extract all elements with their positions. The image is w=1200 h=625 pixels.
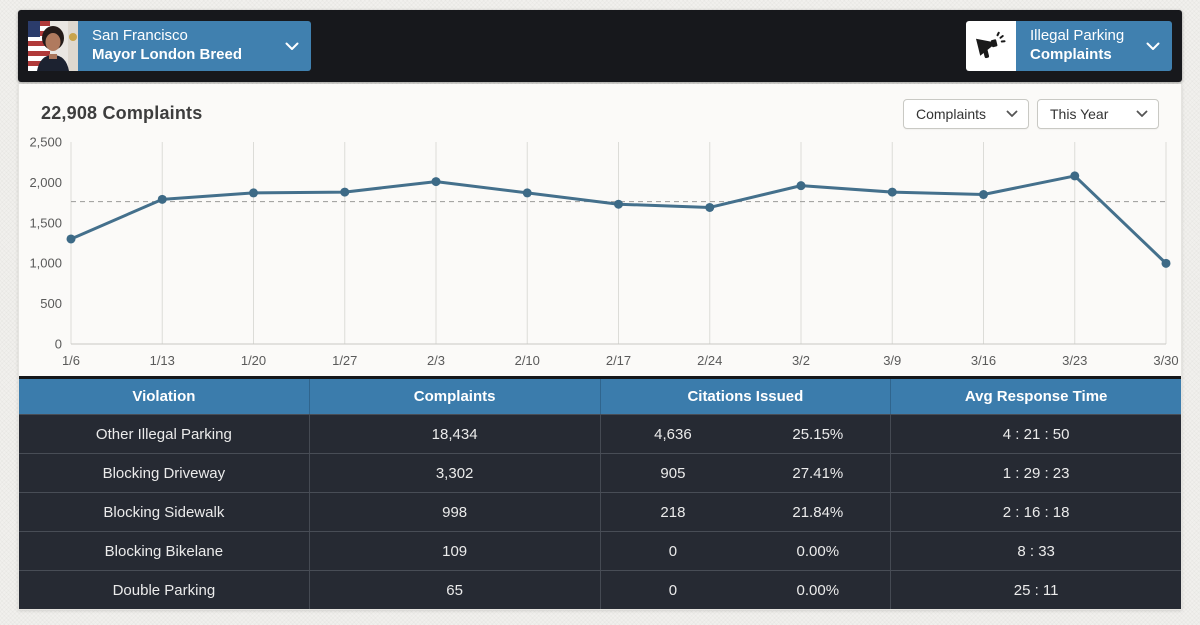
table-row[interactable]: Blocking Sidewalk 998 218 21.84% 2 : 16 … bbox=[19, 492, 1181, 531]
period-dropdown[interactable]: This Year bbox=[1037, 98, 1159, 129]
chart-point[interactable] bbox=[157, 194, 167, 204]
citations-rate: 0.00% bbox=[796, 542, 840, 560]
complaints-cell: 65 bbox=[308, 571, 600, 609]
category-selector-group: Illegal Parking Complaints bbox=[966, 21, 1172, 71]
x-axis-tick-label: 2/24 bbox=[697, 353, 722, 368]
chart-point[interactable] bbox=[614, 199, 623, 209]
chart-point[interactable] bbox=[431, 177, 441, 187]
period-dropdown-value: This Year bbox=[1050, 105, 1109, 122]
response-time-cell: 2 : 16 : 18 bbox=[890, 493, 1181, 531]
chart-point[interactable] bbox=[1070, 171, 1080, 181]
column-header-complaints: Complaints bbox=[308, 379, 600, 414]
megaphone-icon bbox=[966, 21, 1016, 71]
citations-count: 905 bbox=[660, 464, 686, 482]
x-axis-tick-label: 2/3 bbox=[427, 353, 445, 368]
chevron-down-icon bbox=[1146, 42, 1160, 50]
metric-dropdown-value: Complaints bbox=[916, 105, 987, 122]
x-axis-tick-label: 1/6 bbox=[62, 353, 80, 368]
citations-count: 0 bbox=[668, 542, 678, 560]
x-axis-tick-label: 3/30 bbox=[1153, 353, 1178, 368]
city-name: San Francisco bbox=[92, 27, 188, 45]
category-selector-dropdown[interactable]: Illegal Parking Complaints bbox=[1016, 21, 1172, 71]
column-header-response-time: Avg Response Time bbox=[890, 379, 1181, 414]
city-selector-group: San Francisco Mayor London Breed bbox=[28, 21, 311, 71]
chart-point[interactable] bbox=[66, 234, 76, 244]
violation-cell: Other Illegal Parking bbox=[95, 425, 232, 443]
content-card: 22,908 Complaints Complaints This Year 0… bbox=[18, 84, 1182, 610]
x-axis-tick-label: 3/2 bbox=[792, 353, 810, 368]
category-name: Illegal Parking bbox=[1030, 27, 1125, 45]
y-axis-tick-label: 2,500 bbox=[29, 135, 62, 150]
chart-toolbar: 22,908 Complaints Complaints This Year bbox=[19, 84, 1181, 130]
mayor-name: Mayor London Breed bbox=[92, 46, 243, 63]
complaints-cell: 109 bbox=[308, 532, 600, 570]
response-time-cell: 8 : 33 bbox=[890, 532, 1181, 570]
table-header-row: Violation Complaints Citations Issued Av… bbox=[19, 379, 1181, 414]
table-row[interactable]: Blocking Driveway 3,302 905 27.41% 1 : 2… bbox=[19, 453, 1181, 492]
chart-point[interactable] bbox=[249, 188, 258, 198]
table-row[interactable]: Blocking Bikelane 109 0 0.00% 8 : 33 bbox=[19, 531, 1181, 570]
citations-rate: 27.41% bbox=[792, 464, 844, 482]
x-axis-tick-label: 1/27 bbox=[332, 353, 357, 368]
chart-point[interactable] bbox=[796, 181, 806, 191]
citations-cell: 0 0.00% bbox=[599, 532, 891, 570]
chart-point[interactable] bbox=[522, 188, 532, 198]
x-axis-tick-label: 2/10 bbox=[515, 353, 540, 368]
violations-table: Violation Complaints Citations Issued Av… bbox=[19, 376, 1181, 609]
citations-cell: 905 27.41% bbox=[599, 454, 891, 492]
response-time-cell: 25 : 11 bbox=[890, 571, 1181, 609]
violation-cell: Blocking Driveway bbox=[102, 464, 226, 482]
chart-point[interactable] bbox=[705, 202, 715, 212]
chart-point[interactable] bbox=[340, 187, 350, 197]
mayor-silhouette bbox=[37, 26, 69, 71]
table-row[interactable]: Other Illegal Parking 18,434 4,636 25.15… bbox=[19, 414, 1181, 453]
citations-count: 4,636 bbox=[654, 425, 692, 443]
citations-rate: 25.15% bbox=[792, 425, 844, 443]
y-axis-tick-label: 2,000 bbox=[29, 175, 62, 190]
complaints-cell: 998 bbox=[308, 493, 600, 531]
citations-cell: 218 21.84% bbox=[599, 493, 891, 531]
dashboard-page: San Francisco Mayor London Breed bbox=[18, 10, 1182, 610]
complaints-cell: 3,302 bbox=[308, 454, 600, 492]
complaints-cell: 18,434 bbox=[308, 415, 600, 453]
response-time-cell: 4 : 21 : 50 bbox=[890, 415, 1181, 453]
chevron-down-icon bbox=[1006, 110, 1018, 117]
chart-point[interactable] bbox=[979, 190, 988, 200]
citations-rate: 0.00% bbox=[796, 581, 840, 599]
y-axis-tick-label: 1,500 bbox=[29, 215, 62, 230]
x-axis-tick-label: 1/20 bbox=[241, 353, 266, 368]
citations-rate: 21.84% bbox=[792, 503, 844, 521]
complaints-total-title: 22,908 Complaints bbox=[41, 103, 203, 123]
chart-point[interactable] bbox=[1161, 258, 1171, 268]
column-header-violation: Violation bbox=[132, 388, 196, 405]
citations-cell: 0 0.00% bbox=[599, 571, 891, 609]
citations-count: 0 bbox=[668, 581, 678, 599]
x-axis-tick-label: 2/17 bbox=[606, 353, 631, 368]
x-axis-tick-label: 3/23 bbox=[1062, 353, 1087, 368]
chevron-down-icon bbox=[285, 42, 299, 50]
violation-cell: Double Parking bbox=[112, 581, 216, 599]
y-axis-tick-label: 0 bbox=[55, 337, 62, 352]
chevron-down-icon bbox=[1136, 110, 1148, 117]
y-axis-tick-label: 1,000 bbox=[29, 256, 62, 271]
y-axis-tick-label: 500 bbox=[40, 296, 62, 311]
chart-controls: Complaints This Year bbox=[903, 98, 1159, 129]
chart-point[interactable] bbox=[887, 187, 897, 197]
x-axis-tick-label: 3/9 bbox=[883, 353, 901, 368]
response-time-cell: 1 : 29 : 23 bbox=[890, 454, 1181, 492]
category-metric: Complaints bbox=[1030, 46, 1112, 63]
metric-dropdown[interactable]: Complaints bbox=[903, 98, 1029, 129]
citations-count: 218 bbox=[660, 503, 686, 521]
table-row[interactable]: Double Parking 65 0 0.00% 25 : 11 bbox=[19, 570, 1181, 609]
complaints-line-chart[interactable]: 0 500 1,000 1,500 2,000 2,500 1/6 1/13 1/20 1/27 2… bbox=[19, 132, 1183, 376]
city-selector-dropdown[interactable]: San Francisco Mayor London Breed bbox=[78, 21, 311, 71]
citations-cell: 4,636 25.15% bbox=[599, 415, 891, 453]
violation-cell: Blocking Sidewalk bbox=[103, 503, 225, 521]
x-axis-tick-label: 1/13 bbox=[150, 353, 175, 368]
top-bar: San Francisco Mayor London Breed bbox=[18, 10, 1182, 82]
violation-cell: Blocking Bikelane bbox=[104, 542, 224, 560]
x-axis-tick-label: 3/16 bbox=[971, 353, 996, 368]
column-header-citations: Citations Issued bbox=[599, 379, 891, 414]
mayor-photo bbox=[28, 21, 78, 71]
